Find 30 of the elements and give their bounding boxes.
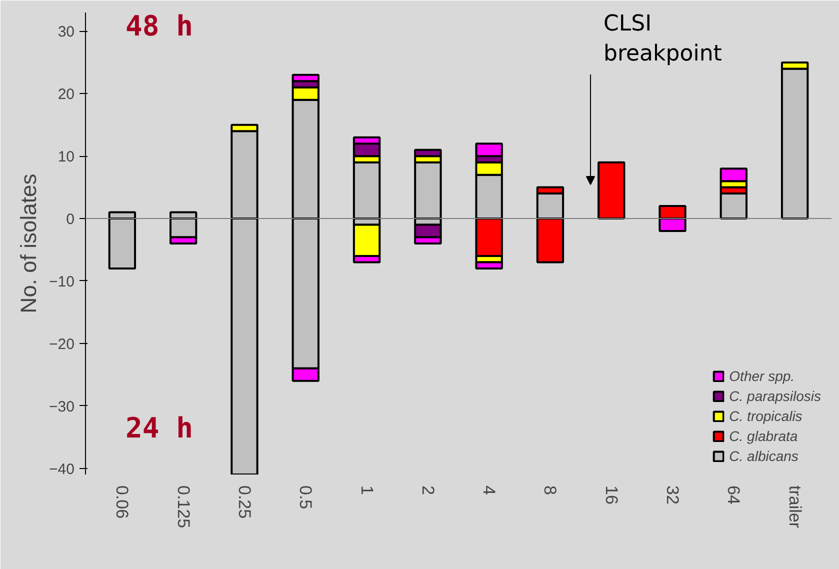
x-tick-label: 0.5	[296, 486, 316, 510]
x-tick-label: 2	[418, 486, 438, 495]
legend-label: Other spp.	[729, 368, 795, 384]
y-tick-label: −10	[49, 273, 75, 290]
bar	[598, 161, 626, 220]
legend-label: C. albicans	[729, 448, 798, 464]
legend-label: C. parapsilosis	[729, 388, 821, 404]
x-tick-label: 0.25	[234, 486, 254, 519]
legend-label: C. tropicalis	[729, 408, 802, 424]
annotation: 48 h	[126, 10, 193, 42]
x-tick-label: 64	[724, 486, 744, 504]
y-tick-label: 20	[58, 86, 75, 104]
x-tick-label: 1	[357, 486, 376, 495]
y-axis-title: No. of isolates	[16, 174, 42, 314]
y-tick-label: 0	[66, 211, 74, 228]
x-tick-label: 16	[602, 486, 621, 504]
x-tick-label: 32	[663, 486, 682, 504]
y-tick-label: 10	[58, 148, 75, 166]
x-tick-label: 0.06	[112, 486, 132, 519]
y-tick-label: −30	[49, 398, 75, 416]
annotation: 24 h	[126, 412, 193, 444]
y-tick-label: −20	[49, 336, 75, 353]
y-tick-label: 30	[58, 24, 75, 41]
x-tick-label: 4	[480, 486, 499, 495]
y-tick-label: −40	[49, 460, 75, 478]
legend-label: C. glabrata	[729, 428, 798, 444]
x-tick-label: 8	[540, 486, 560, 495]
x-tick-label: trailer	[785, 486, 804, 528]
annotation: CLSI breakpoint	[604, 12, 722, 66]
x-tick-label: 0.125	[174, 486, 193, 528]
